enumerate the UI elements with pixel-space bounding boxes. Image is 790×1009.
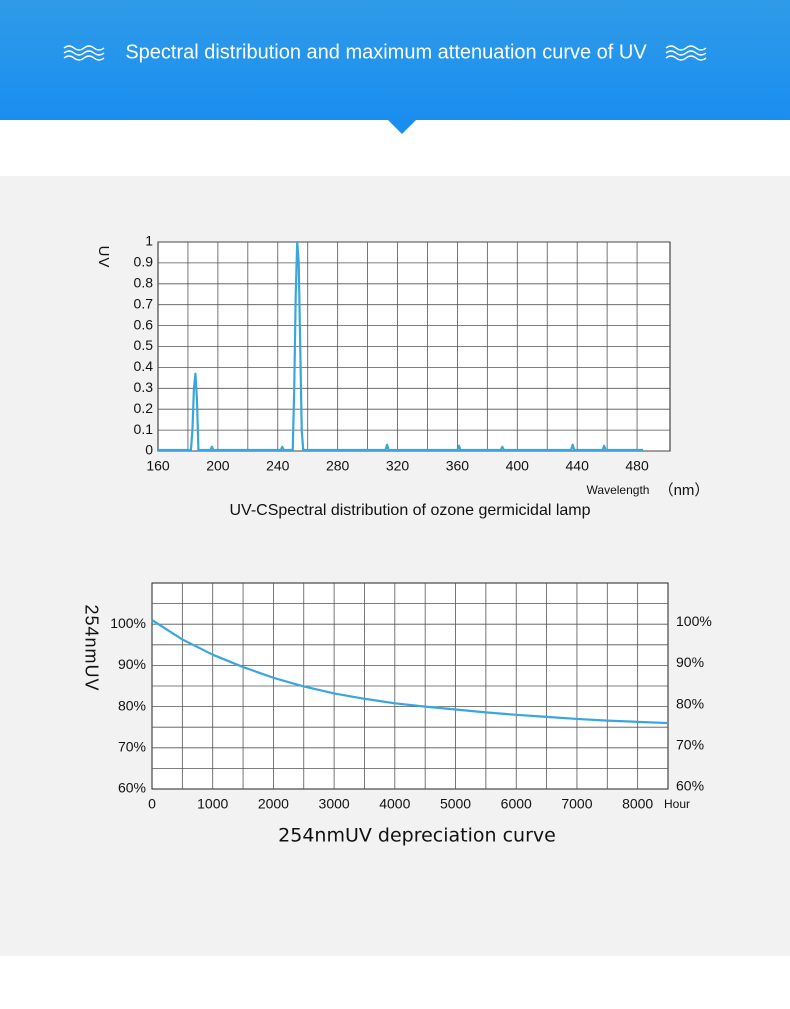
- y-tick-label: 0.5: [134, 337, 154, 353]
- y2-tick-label: 90%: [676, 654, 704, 670]
- x-tick-label: 6000: [501, 796, 532, 812]
- x-tick-label: 280: [326, 458, 350, 474]
- x-tick-label: 2000: [258, 796, 289, 812]
- banner-pointer: [388, 120, 416, 134]
- y-tick-label: 0.2: [134, 400, 154, 416]
- x-tick-label: 200: [206, 458, 230, 474]
- x-tick-label: 5000: [440, 796, 471, 812]
- y-tick-label: 0.1: [134, 421, 154, 437]
- y2-tick-label: 100%: [676, 613, 712, 629]
- chart-caption: 254nmUV depreciation curve: [278, 825, 556, 847]
- data-line: [151, 619, 669, 725]
- y-tick-label: 90%: [118, 656, 146, 672]
- x-tick-label: 3000: [319, 796, 350, 812]
- y-axis-label: 254nmUV: [81, 604, 101, 691]
- banner: [0, 0, 790, 120]
- y-tick-label: 0.6: [134, 316, 154, 332]
- wave-icon: [63, 45, 707, 61]
- x-tick-label: 7000: [561, 796, 592, 812]
- y-tick-label: 0.8: [134, 275, 154, 291]
- y-tick-label: 0.4: [134, 358, 154, 374]
- x-tick-label: 400: [506, 458, 530, 474]
- y-tick-label: 100%: [110, 615, 146, 631]
- y-tick-label: 0.3: [134, 379, 154, 395]
- x-tick-label: 320: [386, 458, 410, 474]
- x-tick-label: 1000: [197, 796, 228, 812]
- y-tick-label: 70%: [118, 739, 146, 755]
- chart-caption: UV-CSpectral distribution of ozone germi…: [229, 502, 590, 519]
- x-axis-unit: Hour: [664, 797, 690, 811]
- x-tick-label: 480: [625, 458, 649, 474]
- x-tick-label: 240: [266, 458, 290, 474]
- x-tick-label: 4000: [379, 796, 410, 812]
- x-tick-label: 440: [566, 458, 590, 474]
- y-axis-label: UV: [95, 246, 112, 269]
- y-tick-label: 0.9: [134, 254, 154, 270]
- x-tick-label: 0: [148, 796, 156, 812]
- x-tick-label: 160: [146, 458, 170, 474]
- x-tick-label: 8000: [622, 796, 653, 812]
- y2-tick-label: 70%: [676, 737, 704, 753]
- x-axis-label: Wavelength: [587, 483, 650, 497]
- x-axis-unit: （nm）: [659, 482, 710, 499]
- y2-tick-label: 60%: [676, 778, 704, 794]
- y2-tick-label: 80%: [676, 695, 704, 711]
- y-tick-label: 0.7: [134, 295, 154, 311]
- x-tick-label: 360: [446, 458, 470, 474]
- y-tick-label: 1: [145, 233, 153, 249]
- data-line: [158, 240, 644, 452]
- y-tick-label: 80%: [118, 697, 146, 713]
- y-tick-label: 60%: [118, 780, 146, 796]
- y-tick-label: 0: [145, 442, 153, 458]
- banner-title: Spectral distribution and maximum attenu…: [125, 41, 647, 63]
